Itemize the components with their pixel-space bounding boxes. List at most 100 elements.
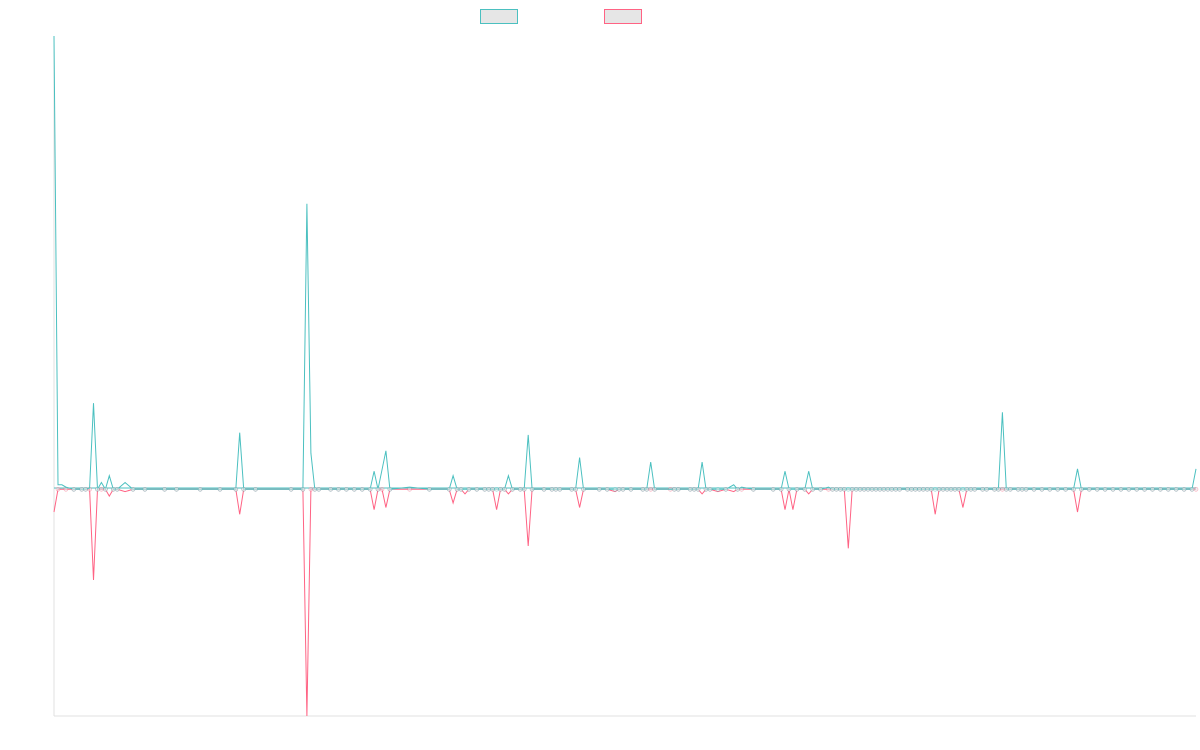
data-point-s0-18[interactable] <box>162 486 167 492</box>
data-point-s0-121[interactable] <box>897 486 902 492</box>
data-point-s0-5[interactable] <box>79 486 84 492</box>
data-point-s0-98[interactable] <box>794 486 800 492</box>
data-point-s0-79[interactable] <box>652 486 657 492</box>
data-point-s0-134[interactable] <box>952 486 958 492</box>
data-point-s0-91[interactable] <box>735 486 740 492</box>
data-point-s0-118[interactable] <box>885 486 891 492</box>
data-point-s0-142[interactable] <box>992 486 997 492</box>
data-point-s0-169[interactable] <box>1173 486 1179 492</box>
data-point-s0-39[interactable] <box>375 486 381 492</box>
data-point-s0-148[interactable] <box>1019 486 1025 492</box>
data-point-s0-88[interactable] <box>715 486 721 492</box>
data-point-s0-149[interactable] <box>1023 486 1029 492</box>
data-point-s0-35[interactable] <box>351 486 357 492</box>
data-point-s0-161[interactable] <box>1110 486 1116 492</box>
data-point-s0-155[interactable] <box>1071 486 1076 492</box>
data-point-s0-128[interactable] <box>928 486 934 492</box>
data-point-s1-39[interactable] <box>379 486 385 492</box>
data-point-s0-31[interactable] <box>316 486 322 492</box>
data-point-s0-165[interactable] <box>1142 486 1147 492</box>
data-point-s0-122[interactable] <box>905 486 910 492</box>
data-point-s0-43[interactable] <box>427 486 432 492</box>
data-point-s0-63[interactable] <box>549 486 555 492</box>
data-point-s0-37[interactable] <box>367 486 373 492</box>
data-point-s0-73[interactable] <box>616 486 622 492</box>
data-point-s0-113[interactable] <box>865 486 871 492</box>
data-point-s0-159[interactable] <box>1094 486 1100 492</box>
data-point-s0-167[interactable] <box>1158 486 1163 492</box>
data-point-s0-34[interactable] <box>344 486 349 492</box>
data-point-s1-28[interactable] <box>308 486 314 492</box>
data-point-s0-48[interactable] <box>466 486 472 492</box>
data-point-s0-76[interactable] <box>640 486 646 492</box>
data-point-s0-67[interactable] <box>573 486 578 492</box>
data-point-s0-104[interactable] <box>830 486 835 492</box>
data-point-s0-171[interactable] <box>1189 486 1195 492</box>
data-point-s0-124[interactable] <box>913 486 918 492</box>
data-point-s0-16[interactable] <box>130 486 136 492</box>
data-point-s0-170[interactable] <box>1181 486 1187 492</box>
data-point-s0-14[interactable] <box>114 486 120 492</box>
data-point-s0-163[interactable] <box>1126 486 1132 492</box>
data-point-s0-141[interactable] <box>984 486 989 492</box>
data-point-s0-61[interactable] <box>529 486 535 492</box>
data-point-s0-105[interactable] <box>834 486 839 492</box>
data-point-s0-50[interactable] <box>482 486 488 492</box>
data-point-s0-84[interactable] <box>695 486 701 492</box>
data-point-s0-11[interactable] <box>103 486 108 492</box>
data-point-s0-139[interactable] <box>972 486 978 492</box>
data-point-s0-81[interactable] <box>675 486 681 492</box>
data-point-s0-32[interactable] <box>328 486 333 492</box>
data-point-s0-136[interactable] <box>960 486 966 492</box>
data-point-s0-9[interactable] <box>95 486 100 492</box>
data-point-s0-24[interactable] <box>241 486 246 492</box>
data-point-s0-6[interactable] <box>83 486 88 492</box>
data-point-s0-130[interactable] <box>936 486 942 492</box>
data-point-s0-120[interactable] <box>893 486 899 492</box>
data-point-s0-70[interactable] <box>596 486 602 492</box>
data-point-s0-27[interactable] <box>300 486 306 492</box>
data-point-s0-168[interactable] <box>1166 486 1171 492</box>
data-point-s0-64[interactable] <box>553 486 559 492</box>
data-point-s0-135[interactable] <box>956 486 962 492</box>
data-point-s0-36[interactable] <box>359 486 365 492</box>
data-point-s0-86[interactable] <box>703 486 709 492</box>
data-point-s0-26[interactable] <box>288 486 294 492</box>
data-point-s0-153[interactable] <box>1055 486 1060 492</box>
data-point-s1-1[interactable] <box>55 486 61 492</box>
data-point-s0-46[interactable] <box>454 486 460 492</box>
data-point-s0-140[interactable] <box>980 486 985 492</box>
data-point-s0-55[interactable] <box>502 486 507 492</box>
data-point-s0-21[interactable] <box>217 486 223 492</box>
data-point-s0-49[interactable] <box>474 486 480 492</box>
data-point-s0-77[interactable] <box>644 486 650 492</box>
data-point-s0-164[interactable] <box>1134 486 1139 492</box>
data-point-s0-102[interactable] <box>818 486 823 492</box>
data-point-s0-138[interactable] <box>968 486 974 492</box>
data-point-s0-93[interactable] <box>751 486 756 492</box>
data-point-s1-79[interactable] <box>648 486 654 492</box>
data-point-s0-119[interactable] <box>889 486 895 492</box>
data-point-s0-129[interactable] <box>932 486 938 492</box>
data-point-s0-158[interactable] <box>1087 486 1092 492</box>
data-point-s0-59[interactable] <box>521 486 527 492</box>
data-point-s0-151[interactable] <box>1039 486 1045 492</box>
legend-item-teal[interactable] <box>480 9 518 24</box>
data-point-s0-107[interactable] <box>841 486 847 492</box>
data-point-s0-127[interactable] <box>924 486 930 492</box>
data-point-s0-109[interactable] <box>849 486 855 492</box>
data-point-s0-117[interactable] <box>881 486 887 492</box>
data-point-s0-108[interactable] <box>845 486 851 492</box>
data-point-s0-110[interactable] <box>853 486 859 492</box>
data-point-s0-101[interactable] <box>810 486 816 492</box>
data-point-s0-66[interactable] <box>569 486 575 492</box>
data-point-s0-75[interactable] <box>628 486 634 492</box>
data-point-s0-95[interactable] <box>778 486 784 492</box>
data-point-s0-126[interactable] <box>920 486 926 492</box>
data-point-s0-132[interactable] <box>944 486 950 492</box>
data-point-s0-19[interactable] <box>174 486 179 492</box>
data-point-s0-80[interactable] <box>672 486 677 492</box>
data-point-s0-137[interactable] <box>964 486 970 492</box>
data-point-s0-30[interactable] <box>312 486 318 492</box>
data-point-s0-125[interactable] <box>917 486 922 492</box>
